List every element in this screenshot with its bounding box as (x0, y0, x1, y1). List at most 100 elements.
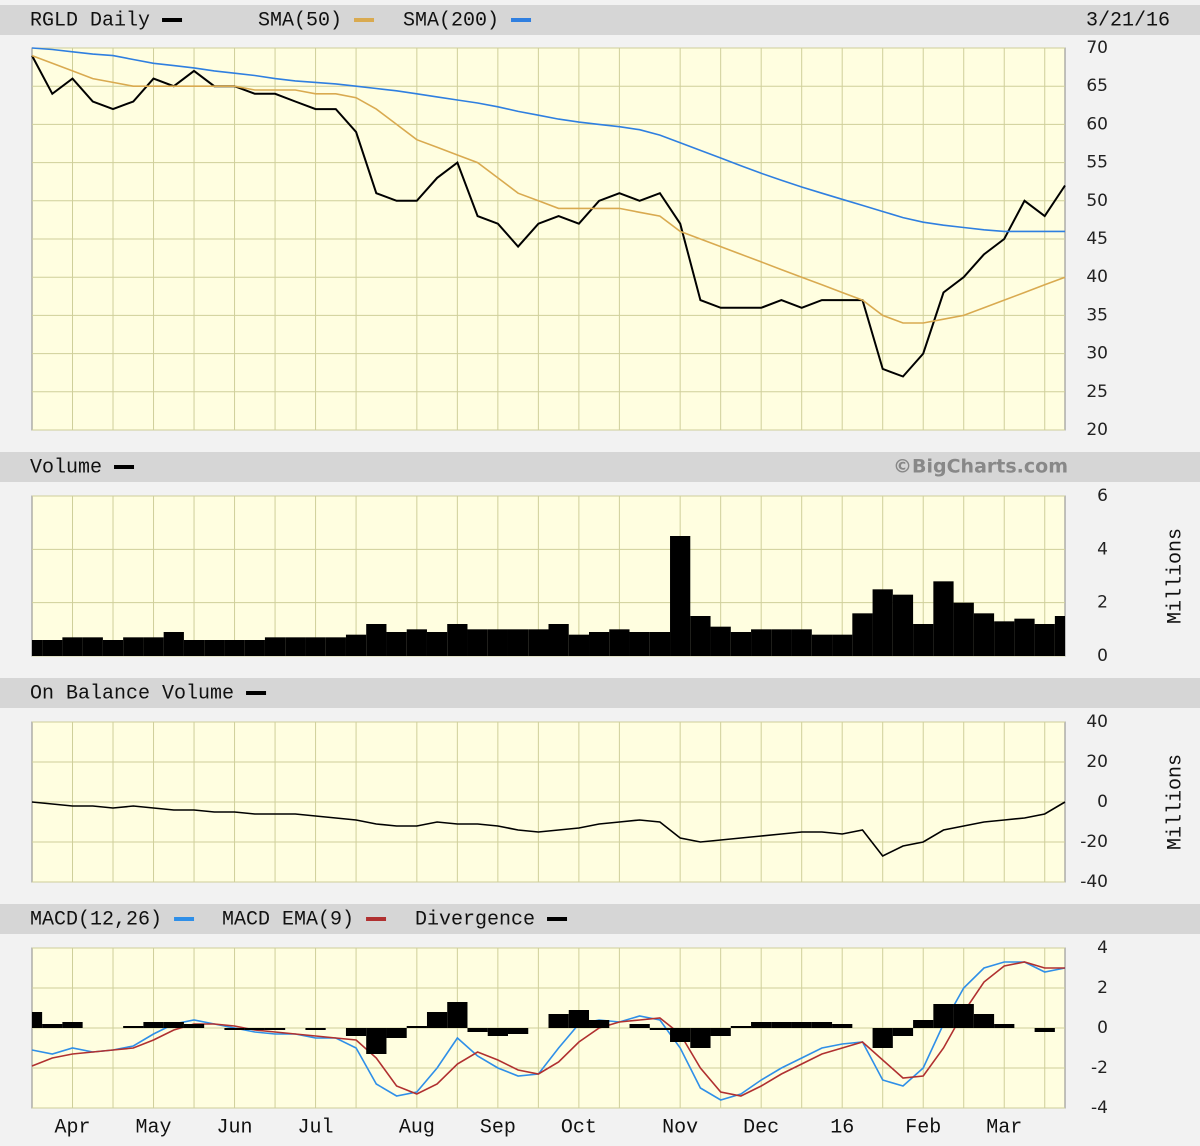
y-tick-label: 60 (1086, 114, 1108, 134)
bar (1014, 618, 1035, 656)
y-tick-label: 55 (1086, 153, 1108, 173)
bar (366, 624, 387, 656)
bar (32, 640, 43, 656)
bar (224, 1028, 245, 1030)
bar (163, 632, 184, 656)
bar (345, 1028, 367, 1036)
bar (143, 637, 164, 656)
bar (143, 1022, 164, 1028)
x-tick-label: May (136, 1116, 172, 1139)
y-tick-label: 4 (1097, 938, 1108, 958)
y-tick-label: 45 (1086, 229, 1108, 249)
x-tick-label: Jun (217, 1116, 253, 1139)
bar (751, 629, 772, 656)
bar (1034, 624, 1055, 656)
y-tick-label: 2 (1097, 978, 1108, 998)
y-tick-label: 20 (1086, 420, 1108, 440)
bar (183, 640, 205, 656)
y-tick-label: 50 (1086, 191, 1108, 211)
bar (264, 1028, 286, 1030)
bar (123, 1026, 144, 1028)
y-tick-label: 4 (1097, 539, 1108, 559)
bar (528, 629, 549, 656)
x-tick-label: Oct (561, 1116, 597, 1139)
y-tick-label: 6 (1097, 486, 1108, 506)
bar (832, 634, 853, 656)
bar (730, 632, 752, 656)
y-axis-label: Millions (1164, 528, 1187, 624)
bar (467, 629, 488, 656)
bar (670, 536, 691, 656)
y-tick-label: 70 (1086, 38, 1108, 58)
y-tick-label: 25 (1086, 382, 1108, 402)
y-tick-label: -2 (1091, 1058, 1108, 1078)
bar (872, 589, 893, 656)
bar (42, 640, 63, 656)
bar (1054, 616, 1065, 656)
bar (204, 640, 225, 656)
bar (751, 1022, 772, 1028)
bar (973, 1014, 995, 1028)
bar (183, 1024, 205, 1028)
bar (994, 621, 1015, 656)
panel-header (0, 452, 1200, 482)
y-tick-label: 30 (1086, 344, 1108, 364)
x-tick-label: Nov (662, 1116, 698, 1139)
x-tick-label: 16 (830, 1116, 854, 1139)
bar (163, 1022, 184, 1028)
x-tick-label: Feb (905, 1116, 941, 1139)
bar (913, 624, 934, 656)
bar (1034, 1028, 1055, 1032)
bar (305, 1028, 326, 1030)
bar (629, 632, 650, 656)
legend-label: RGLD Daily (30, 9, 150, 32)
bar (913, 1020, 934, 1028)
bar (62, 1022, 83, 1028)
x-tick-label: Jul (298, 1116, 334, 1139)
bar (852, 613, 873, 656)
bar (670, 1028, 691, 1042)
legend-label: SMA(200) (403, 9, 499, 32)
bar (32, 1012, 43, 1028)
bar (487, 1028, 508, 1036)
bar (386, 632, 407, 656)
bar (973, 613, 995, 656)
bar (447, 1002, 468, 1028)
bar (730, 1026, 752, 1028)
bar (224, 640, 245, 656)
bar (285, 637, 306, 656)
bar (690, 616, 711, 656)
bar (82, 637, 103, 656)
bar (447, 624, 468, 656)
bar (366, 1028, 387, 1054)
bar (629, 1024, 650, 1028)
y-tick-label: 0 (1097, 1018, 1108, 1038)
bar (953, 1004, 974, 1028)
panel-header (0, 5, 1200, 35)
bar (62, 637, 83, 656)
bar (589, 632, 610, 656)
x-tick-label: Aug (399, 1116, 435, 1139)
legend-label: SMA(50) (258, 9, 342, 32)
bar (305, 637, 326, 656)
y-tick-label: 0 (1097, 646, 1108, 666)
legend-label: Volume (30, 456, 102, 479)
bar (568, 634, 590, 656)
legend-label: On Balance Volume (30, 682, 234, 705)
bar (832, 1024, 853, 1028)
bar (406, 1026, 427, 1028)
bar (872, 1028, 893, 1048)
bar (791, 629, 812, 656)
y-tick-label: -20 (1080, 832, 1108, 852)
y-tick-label: -40 (1080, 872, 1108, 892)
y-axis-label: Millions (1164, 754, 1187, 850)
bar (386, 1028, 407, 1038)
bar (892, 1028, 914, 1036)
bar (467, 1028, 488, 1032)
bar (42, 1024, 63, 1028)
bar (264, 637, 286, 656)
panel-header (0, 904, 1200, 934)
bar (123, 637, 144, 656)
bar (771, 629, 792, 656)
bar (244, 640, 265, 656)
